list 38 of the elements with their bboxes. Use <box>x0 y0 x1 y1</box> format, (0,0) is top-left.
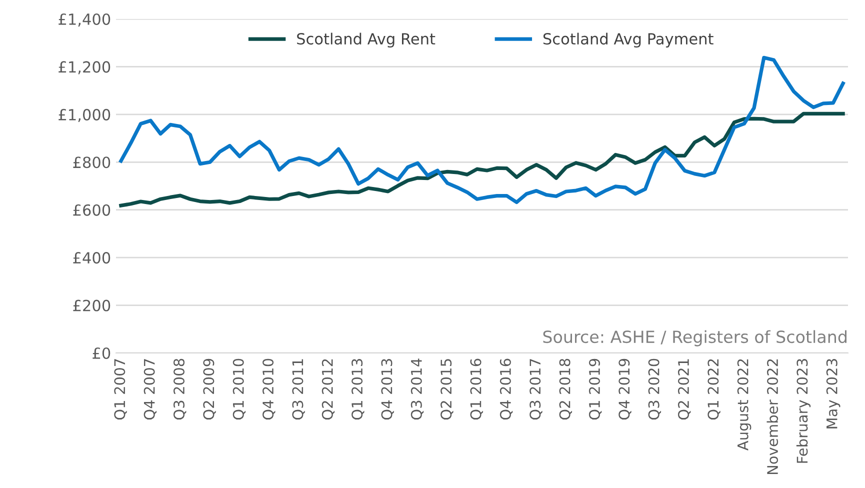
legend-label: Scotland Avg Payment <box>543 32 714 48</box>
y-tick-label: £600 <box>73 204 110 216</box>
x-tick-label: February 2023 <box>796 359 811 463</box>
annotation: Source: ASHE / Registers of Scotland <box>543 330 846 346</box>
x-tick-label: Q1 2016 <box>470 358 483 420</box>
x-tick-label: Q4 2016 <box>500 358 513 420</box>
x-tick-label: Q2 2015 <box>440 359 454 420</box>
x-tick-label: Q4 2010 <box>262 358 276 420</box>
x-tick-label: Q3 2017 <box>530 359 542 420</box>
y-tick-label: £1,400 <box>58 13 110 27</box>
y-tick-label: £1,200 <box>58 61 110 74</box>
y-tick-label: £400 <box>73 252 110 264</box>
x-tick-label: Q3 2011 <box>292 359 305 420</box>
y-tick-label: £1,000 <box>58 108 110 122</box>
legend-label: Scotland Avg Rent <box>297 32 436 48</box>
x-tick-label: Q2 2009 <box>203 358 216 420</box>
x-tick-label: Q4 2007 <box>144 359 157 420</box>
x-tick-label: Q3 2008 <box>174 358 186 420</box>
x-tick-label: Q4 2013 <box>381 359 394 420</box>
x-tick-label: Q2 2012 <box>322 359 335 420</box>
x-tick-label: Q2 2018 <box>559 358 572 420</box>
line-series <box>119 56 845 204</box>
y-tick-label: £0 <box>92 347 110 360</box>
x-tick-label: Q3 2014 <box>410 358 424 420</box>
x-tick-label: August 2022 <box>737 359 752 451</box>
x-tick-label: Q4 2019 <box>618 358 632 420</box>
y-tick-label: £200 <box>73 300 110 312</box>
x-tick-label: Q1 2022 <box>708 359 720 420</box>
y-tick-label: £800 <box>73 156 110 168</box>
x-tick-label: Q1 2007 <box>114 359 127 420</box>
x-tick-label: Q1 2019 <box>588 358 602 420</box>
x-tick-label: Q1 2010 <box>232 358 246 420</box>
x-tick-label: Q1 2013 <box>352 359 364 420</box>
x-tick-label: May 2023 <box>826 359 840 428</box>
x-tick-label: November 2022 <box>766 359 778 474</box>
x-tick-label: Q3 2020 <box>648 358 662 420</box>
x-tick-label: Q2 2021 <box>678 359 691 420</box>
line-series <box>119 112 845 208</box>
